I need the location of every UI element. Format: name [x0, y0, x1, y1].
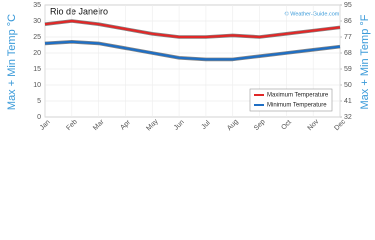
y-tick-label: 25 [33, 34, 41, 41]
y-tick-label: 10 [33, 82, 41, 89]
y2-tick-label: 59 [344, 66, 352, 73]
x-tick-label: Jun [173, 119, 186, 132]
y2-axis-title: Max + Min Temp °F [359, 14, 371, 109]
y-axis-title: Max + Min Temp °C [6, 14, 18, 110]
x-tick-label: Apr [119, 118, 132, 131]
x-tick-label: May [145, 118, 160, 133]
legend-box [249, 88, 333, 112]
series-line [44, 40, 341, 61]
y2-tick-label: 68 [344, 50, 352, 57]
x-tick-label: Oct [280, 119, 293, 132]
x-tick-label: Aug [226, 118, 240, 132]
legend-label: Maximum Temperature [267, 93, 329, 99]
y2-tick-label: 86 [344, 18, 352, 25]
chart: Rio de Janeiro © Weather-Guide.com Max +… [6, 2, 371, 133]
chart-title: Rio de Janeiro [50, 6, 108, 16]
legend-label: Minimum Temperature [267, 103, 327, 109]
x-tick-label: Sep [253, 118, 267, 132]
x-tick-label: Nov [307, 118, 321, 132]
watermark: © Weather-Guide.com [285, 10, 340, 17]
y-tick-label: 20 [33, 50, 41, 57]
y-tick-label: 15 [33, 66, 41, 73]
y2-tick-label: 32 [344, 114, 352, 121]
y-tick-label: 5 [37, 98, 41, 105]
x-tick-label: Mar [92, 118, 106, 132]
y-tick-label: 0 [37, 114, 41, 121]
y-tick-label: 35 [33, 2, 41, 9]
x-tick-label: Jul [201, 119, 213, 131]
y2-tick-label: 41 [344, 98, 352, 105]
y-tick-label: 30 [33, 18, 41, 25]
y2-tick-label: 77 [344, 34, 352, 41]
series-line [44, 19, 341, 39]
y2-tick-label: 95 [344, 2, 352, 9]
y2-tick-label: 50 [344, 82, 352, 89]
x-tick-label: Feb [65, 118, 79, 132]
